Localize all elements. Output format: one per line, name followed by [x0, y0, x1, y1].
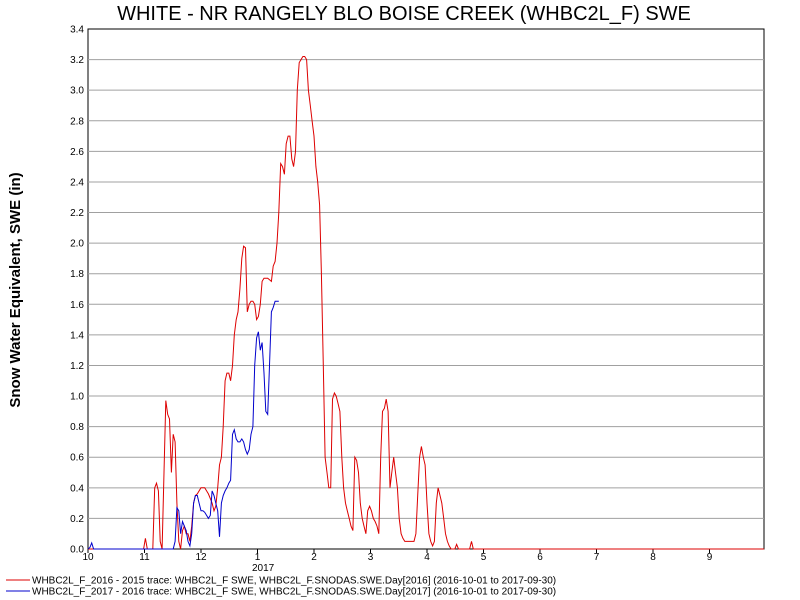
x-tick-label: 2 [311, 552, 317, 563]
legend-entry: WHBC2L_F_2017 - 2016 trace: WHBC2L_F SWE… [32, 587, 556, 598]
x-tick-label: 11 [139, 552, 150, 563]
y-tick-label: 2.8 [70, 116, 84, 127]
legend-entry: WHBC2L_F_2016 - 2015 trace: WHBC2L_F SWE… [32, 576, 556, 587]
x-tick-label: 9 [707, 552, 713, 563]
series-line-2 [87, 300, 279, 550]
y-tick-label: 1.6 [70, 300, 84, 311]
chart-title: WHITE - NR RANGELY BLO BOISE CREEK (WHBC… [117, 3, 691, 25]
y-tick-label: 2.0 [70, 239, 84, 250]
series-line-1 [88, 56, 765, 550]
series-lines [87, 56, 765, 550]
x-tick-label: 5 [481, 552, 487, 563]
y-tick-label: 0.2 [70, 514, 84, 525]
x-tick-label: 4 [424, 552, 430, 563]
y-tick-label: 0.4 [70, 483, 84, 494]
y-tick-label: 3.2 [70, 55, 84, 66]
y-tick-label: 0.8 [70, 422, 84, 433]
y-tick-label: 2.2 [70, 208, 84, 219]
y-axis-ticks: 0.0 0.2 0.4 0.6 0.8 1.0 1.2 1.4 1.6 1.8 2.0 2.2 2.4 2… [70, 25, 84, 556]
y-tick-label: 1.8 [70, 269, 84, 280]
x-axis-year-label: 2017 [252, 563, 275, 574]
x-tick-label: 6 [537, 552, 543, 563]
x-tick-label: 7 [594, 552, 600, 563]
y-tick-label: 2.4 [70, 177, 84, 188]
legend: WHBC2L_F_2016 - 2015 trace: WHBC2L_F SWE… [6, 576, 556, 598]
x-tick-label: 12 [195, 552, 207, 563]
plot-area [87, 28, 765, 550]
x-tick-label: 3 [368, 552, 374, 563]
y-tick-label: 3.4 [70, 25, 84, 36]
x-axis-ticks: 10 11 12 1 2 3 4 5 6 7 8 9 [82, 549, 713, 563]
y-tick-label: 1.0 [70, 392, 84, 403]
x-tick-label: 10 [82, 552, 94, 563]
y-tick-label: 1.2 [70, 361, 84, 372]
y-tick-label: 1.4 [70, 330, 84, 341]
x-tick-label: 1 [255, 552, 261, 563]
y-tick-label: 3.0 [70, 86, 84, 97]
y-axis-label: Snow Water Equivalent, SWE (in) [7, 172, 24, 407]
y-tick-label: 2.6 [70, 147, 84, 158]
x-tick-label: 8 [650, 552, 656, 563]
y-tick-label: 0.0 [70, 545, 84, 556]
grid-lines [88, 59, 764, 519]
y-tick-label: 0.6 [70, 453, 84, 464]
